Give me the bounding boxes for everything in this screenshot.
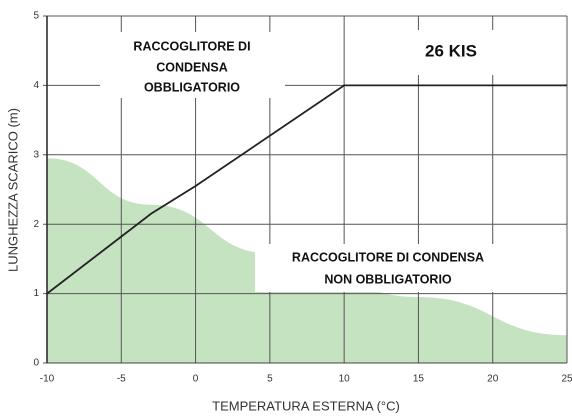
x-tick-label: -5	[117, 374, 126, 385]
x-tick-label: 10	[339, 374, 351, 385]
y-axis-title: LUNGHEZZA SCARICO (m)	[5, 108, 20, 272]
annotation: NON OBBLIGATORIO	[324, 272, 452, 286]
y-tick-label: 0	[33, 358, 39, 369]
annotation-box	[100, 32, 285, 98]
x-tick-label: 0	[193, 374, 199, 385]
y-tick-label: 4	[33, 80, 39, 91]
y-tick-label: 1	[33, 288, 39, 299]
x-tick-label: 15	[413, 374, 425, 385]
annotation: RACCOGLITORE DI CONDENSA	[292, 250, 484, 264]
annotation-box	[255, 244, 520, 292]
line	[46, 84, 567, 295]
annotation: CONDENSA	[156, 60, 228, 74]
y-tick-label: 5	[33, 11, 39, 22]
annotation: OBBLIGATORIO	[144, 80, 240, 94]
y-tick-label: 3	[33, 149, 39, 160]
x-tick-label: 5	[267, 374, 273, 385]
annotation: RACCOGLITORE DI	[133, 39, 250, 53]
annotation-box	[372, 30, 537, 75]
annotation: 26 KIS	[425, 41, 477, 60]
y-tick-label: 2	[33, 219, 39, 230]
x-tick-label: 25	[561, 374, 572, 385]
x-axis-title: TEMPERATURA ESTERNA (°C)	[212, 398, 400, 413]
x-tick-label: 20	[487, 374, 499, 385]
x-tick-label: -10	[40, 374, 55, 385]
